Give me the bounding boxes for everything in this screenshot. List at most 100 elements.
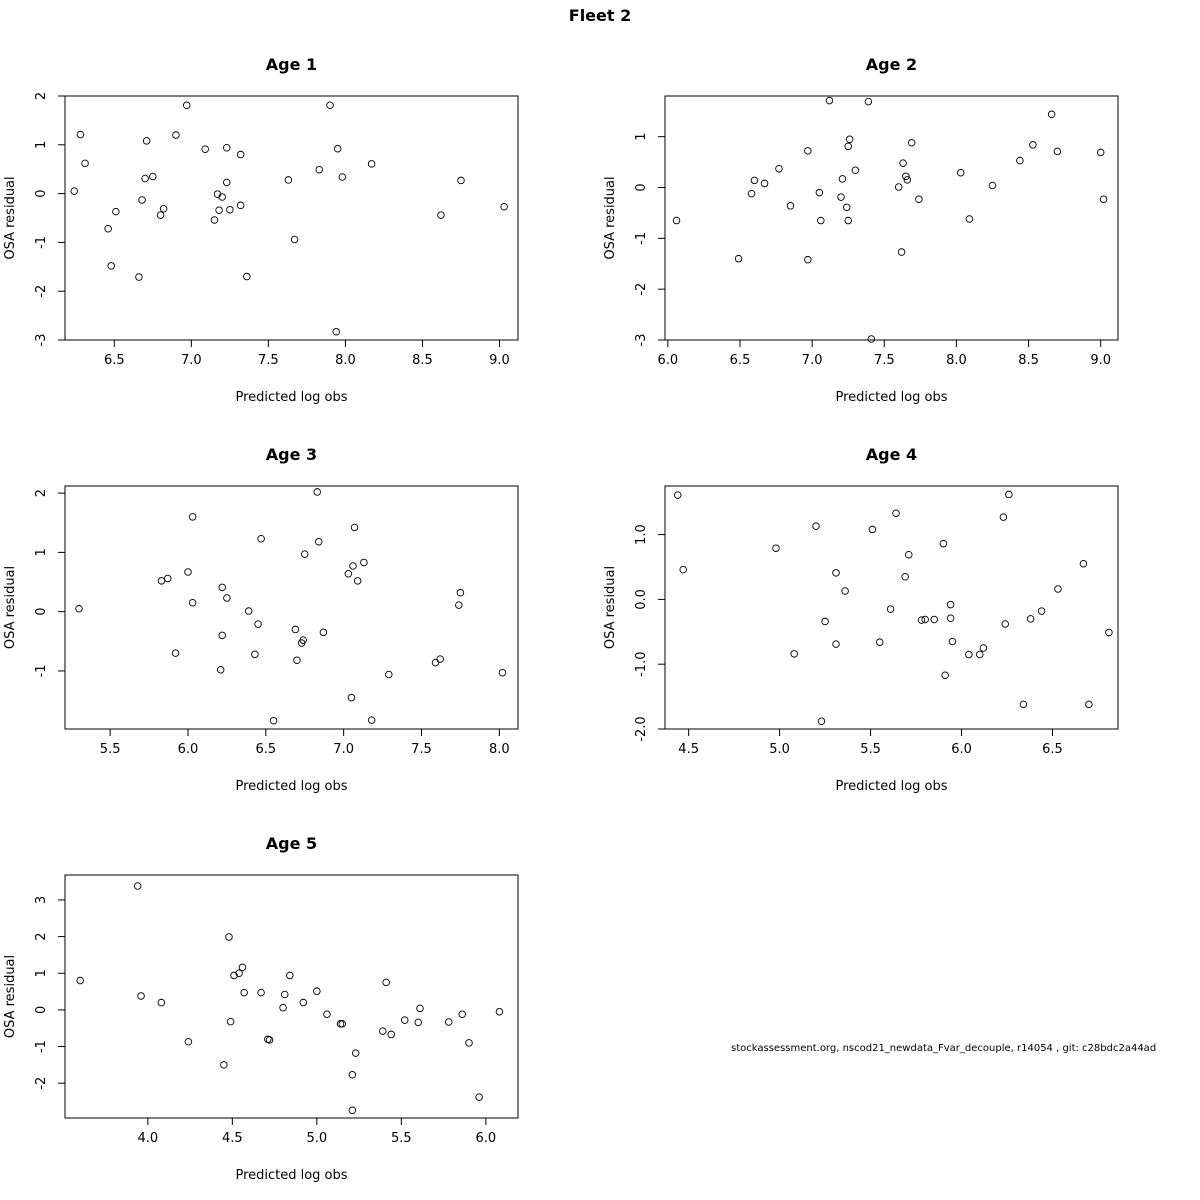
- data-point: [257, 534, 265, 543]
- data-point: [235, 969, 243, 977]
- data-point: [141, 174, 149, 183]
- y-axis-label: OSA residual: [3, 955, 18, 1038]
- data-point: [76, 130, 85, 139]
- x-tick-label: 6.5: [1042, 742, 1063, 757]
- data-point: [941, 671, 949, 679]
- data-point: [163, 574, 172, 583]
- x-tick-label: 8.0: [335, 353, 356, 368]
- data-point: [149, 172, 157, 181]
- data-point: [216, 665, 225, 674]
- x-axis-label: Predicted log obs: [835, 779, 947, 794]
- plot-frame: [64, 95, 519, 341]
- x-tick-label: 6.0: [658, 353, 679, 368]
- y-tick-label: -1: [34, 236, 49, 249]
- y-tick-label: 0: [34, 189, 49, 197]
- data-point: [138, 196, 146, 204]
- data-point: [903, 176, 912, 184]
- y-tick-label: -1: [34, 1040, 49, 1053]
- y-tick-label: -2: [34, 285, 49, 298]
- data-point: [734, 254, 743, 263]
- data-point: [112, 207, 120, 216]
- data-point: [750, 176, 759, 185]
- data-point: [314, 537, 323, 546]
- data-point: [226, 1017, 235, 1026]
- data-point: [867, 335, 876, 343]
- data-point: [223, 143, 231, 152]
- data-point: [679, 565, 687, 574]
- y-axis-label: OSA residual: [3, 566, 18, 649]
- panel-age-2: Age 2 6.0 6.5 7.0 7.5 8.0 8.5 9.0 -3 -2 -1 0 1 Predic…: [603, 55, 1119, 405]
- data-point: [899, 159, 907, 167]
- data-point: [133, 882, 142, 890]
- data-point: [988, 181, 997, 190]
- data-point: [772, 544, 780, 552]
- data-point: [226, 205, 234, 214]
- x-tick-label: 8.5: [412, 353, 433, 368]
- data-point: [215, 206, 223, 214]
- data-point: [257, 988, 265, 997]
- x-tick-label: 9.0: [489, 353, 510, 368]
- data-point: [137, 992, 145, 1000]
- y-axis-label: OSA residual: [603, 176, 618, 259]
- data-point: [244, 607, 253, 615]
- data-point: [201, 145, 209, 153]
- data-point: [894, 183, 903, 191]
- data-point: [240, 988, 248, 997]
- data-point: [344, 569, 353, 578]
- data-point: [360, 558, 368, 567]
- y-tick-label: -3: [634, 334, 649, 347]
- data-point: [351, 1049, 360, 1057]
- data-point: [804, 255, 812, 264]
- plot-frame: [64, 485, 519, 730]
- data-point: [172, 131, 180, 139]
- data-point: [1079, 560, 1088, 568]
- x-axis-label: Predicted log obs: [235, 1168, 347, 1183]
- data-point: [457, 176, 465, 185]
- y-tick-label: 0.0: [634, 589, 649, 610]
- data-point: [747, 189, 756, 198]
- x-tick-label: 8.5: [1018, 353, 1039, 368]
- x-tick-label: 6.5: [730, 353, 751, 368]
- figure-title: Fleet 2: [568, 6, 632, 25]
- data-point: [495, 1007, 504, 1016]
- data-point: [1085, 700, 1093, 709]
- data-point: [672, 216, 681, 225]
- data-point: [786, 202, 795, 210]
- data-point: [760, 179, 769, 188]
- data-point: [1029, 141, 1037, 149]
- data-point: [157, 577, 166, 585]
- data-point: [313, 987, 321, 995]
- panel-title: Age 3: [266, 445, 317, 464]
- data-point: [832, 640, 840, 648]
- data-point: [387, 1030, 395, 1039]
- data-point: [917, 616, 926, 624]
- data-point: [930, 615, 939, 624]
- x-tick-label: 6.0: [951, 742, 972, 757]
- x-tick-label: 4.5: [678, 742, 699, 757]
- data-point: [142, 137, 151, 145]
- y-tick-label: 2: [34, 92, 49, 100]
- data-point: [280, 990, 289, 999]
- data-point: [157, 998, 166, 1007]
- data-point: [1105, 628, 1113, 637]
- data-point: [844, 142, 852, 151]
- y-tick-label: -1.0: [634, 652, 649, 677]
- x-axis-label: Predicted log obs: [835, 390, 947, 405]
- y-tick-label: -3: [34, 334, 49, 347]
- data-point: [284, 176, 293, 184]
- data-point: [901, 572, 909, 581]
- y-tick-label: -2.0: [634, 716, 649, 741]
- data-point: [279, 1003, 287, 1012]
- y-tick-label: 0: [34, 608, 49, 616]
- data-point: [1005, 490, 1013, 499]
- x-tick-label: 5.5: [100, 742, 121, 757]
- plot-frame: [664, 485, 1119, 730]
- data-point: [431, 658, 440, 667]
- data-point: [159, 204, 168, 213]
- x-tick-label: 7.0: [333, 742, 354, 757]
- data-point: [291, 625, 300, 634]
- data-point: [804, 147, 812, 155]
- x-tick-label: 5.0: [307, 1131, 328, 1146]
- x-tick-label: 8.0: [489, 742, 510, 757]
- data-point: [326, 101, 334, 110]
